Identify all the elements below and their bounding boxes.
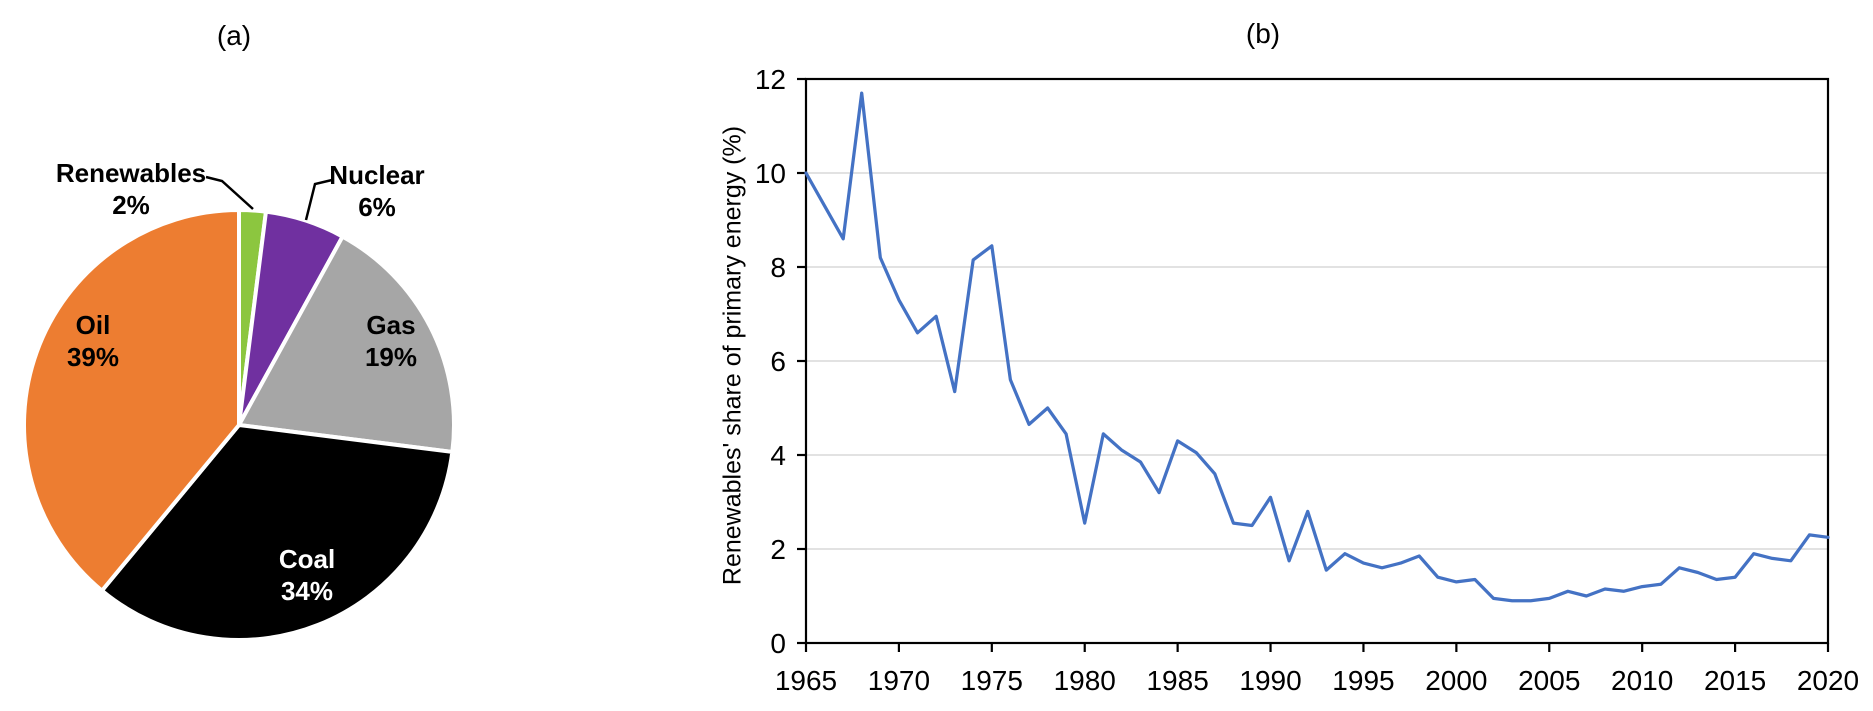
pie-slice-oil [22,208,241,593]
pie-value-renewables: 2% [112,190,150,220]
x-tick-label-2010: 2010 [1611,665,1673,696]
pie-value-gas: 19% [365,342,417,372]
pie-label-gas: Gas [366,310,415,340]
pie-leader-nuclear [304,178,333,221]
y-tick-label-6: 6 [770,346,786,377]
y-tick-label-10: 10 [755,158,786,189]
pie-slice-gas [237,234,456,454]
pie-leader-renewables [205,175,254,210]
line-series-renewables-share [804,91,1830,603]
x-tick-label-2015: 2015 [1704,665,1766,696]
x-tick-label-1975: 1975 [961,665,1023,696]
x-tick-label-2005: 2005 [1518,665,1580,696]
x-tick-label-1970: 1970 [868,665,930,696]
pie-label-renewables: Renewables [56,158,206,188]
y-tick-label-12: 12 [755,64,786,95]
x-tick-label-1990: 1990 [1239,665,1301,696]
pie-label-nuclear: Nuclear [329,160,424,190]
x-tick-label-1965: 1965 [775,665,837,696]
pie-value-nuclear: 6% [358,192,396,222]
x-tick-label-1995: 1995 [1332,665,1394,696]
pie-slice-coal [99,423,455,642]
panel-a-title: (a) [216,20,252,51]
pie-value-coal: 34% [281,576,333,606]
y-tick-label-2: 2 [770,534,786,565]
x-tick-label-2020: 2020 [1797,665,1859,696]
pie-label-coal: Coal [279,544,335,574]
y-tick-label-8: 8 [770,252,786,283]
line-chart: 0 2 4 6 8 10 12 1965 1970 1975 1980 1985 1990 1995 200… [755,64,1859,696]
x-tick-label-1980: 1980 [1054,665,1116,696]
pie-value-oil: 39% [67,342,119,372]
y-tick-label-4: 4 [770,440,786,471]
y-tick-label-0: 0 [770,628,786,659]
panel-b-title: (b) [1245,18,1281,49]
pie-label-oil: Oil [76,310,111,340]
x-tick-label-2000: 2000 [1425,665,1487,696]
x-tick-label-1985: 1985 [1146,665,1208,696]
